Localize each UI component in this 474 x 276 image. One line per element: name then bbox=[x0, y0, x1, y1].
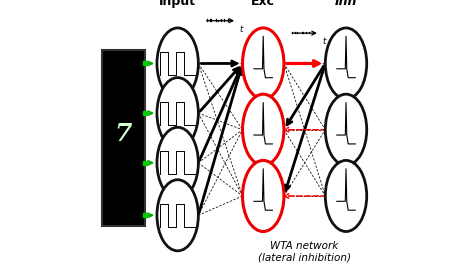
Ellipse shape bbox=[243, 160, 284, 232]
Ellipse shape bbox=[157, 78, 198, 149]
Ellipse shape bbox=[325, 28, 367, 99]
Ellipse shape bbox=[157, 127, 198, 198]
Ellipse shape bbox=[157, 180, 198, 251]
Ellipse shape bbox=[243, 94, 284, 165]
Text: Exc: Exc bbox=[251, 0, 275, 8]
Text: WTA network
(lateral inhibition): WTA network (lateral inhibition) bbox=[258, 241, 351, 262]
Ellipse shape bbox=[157, 28, 198, 99]
Ellipse shape bbox=[325, 94, 367, 165]
Ellipse shape bbox=[325, 160, 367, 232]
Ellipse shape bbox=[243, 28, 284, 99]
Text: Input: Input bbox=[159, 0, 196, 8]
Text: t: t bbox=[323, 37, 326, 46]
Bar bbox=[102, 50, 145, 226]
Text: 7: 7 bbox=[114, 123, 132, 147]
Text: t: t bbox=[240, 25, 243, 34]
Text: Inh: Inh bbox=[335, 0, 357, 8]
